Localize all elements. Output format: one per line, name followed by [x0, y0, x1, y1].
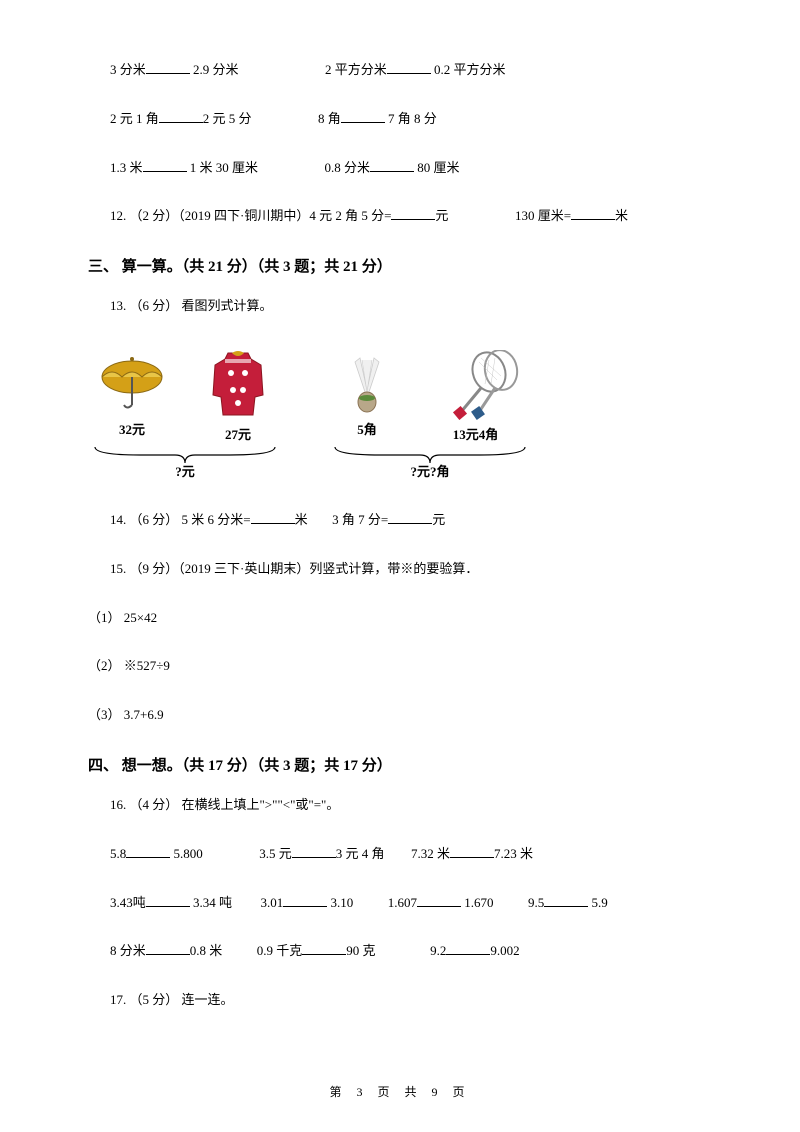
value: 吨 [219, 895, 232, 910]
blank-field[interactable] [450, 844, 494, 858]
value: 0.8 米 [190, 943, 223, 958]
comparison-row-1: 3 分米 2.9 分米 2 平方分米 0.2 平方分米 [110, 60, 712, 81]
q12-suffix1: 元 [435, 208, 448, 223]
page-footer: 第 3 页 共 9 页 [0, 1083, 800, 1100]
value: 0.8 分米 [325, 160, 371, 175]
value: 1.3 米 [110, 160, 143, 175]
blank-field[interactable] [302, 941, 346, 955]
q16-row-3: 8 分米 0.8 米 0.9 千克 90 克 9.2 9.002 [110, 941, 712, 962]
value: 元 [279, 846, 292, 861]
q16-row-2: 3.43吨 3.34 吨 3.01 3.10 1.607 1.670 9.5 5… [110, 893, 712, 914]
value: 7 角 8 分 [388, 111, 437, 126]
value: 2 元 5 分 [203, 111, 252, 126]
value: 0.2 平方分米 [434, 62, 506, 77]
q12-suffix2: 米 [615, 208, 628, 223]
coat-price: 27元 [225, 424, 251, 443]
question-15-1: （1） 25×42 [88, 608, 712, 629]
value: 3 分米 [110, 62, 146, 77]
value: 3.01 [261, 895, 284, 910]
value: 90 克 [346, 943, 375, 958]
badminton-icon [340, 350, 395, 415]
value: 0.9 千克 [257, 943, 303, 958]
bracket-icon [330, 445, 530, 465]
badminton-price: 5角 [357, 419, 377, 438]
q16-row-1: 5.8 5.800 3.5 元 3 元 4 角 7.32 米 7.23 米 [110, 844, 712, 865]
q14-prefix: 14. （6 分） 5 米 6 分米= [110, 512, 251, 527]
blank-field[interactable] [370, 158, 414, 172]
umbrella-icon [97, 345, 167, 415]
value: 9.5 [528, 895, 544, 910]
blank-field[interactable] [387, 60, 431, 74]
value: 3.10 [331, 895, 354, 910]
blank-field[interactable] [391, 206, 435, 220]
value: 2 元 1 角 [110, 111, 159, 126]
umbrella-item: 32元 [97, 345, 167, 443]
question-15-2: （2） ※527÷9 [88, 656, 712, 677]
value: 5.800 [174, 846, 203, 861]
question-16: 16. （4 分） 在横线上填上">""<"或"="。 [110, 795, 712, 816]
q14-mid: 米 [295, 512, 308, 527]
racket-icon [431, 350, 521, 420]
question-15-3: （3） 3.7+6.9 [88, 705, 712, 726]
comparison-row-3: 1.3 米 1 米 30 厘米 0.8 分米 80 厘米 [110, 158, 712, 179]
value: 9.2 [430, 943, 446, 958]
badminton-item: 5角 [340, 350, 395, 443]
value: 80 厘米 [417, 160, 459, 175]
value: 8 角 [318, 111, 341, 126]
blank-field[interactable] [143, 158, 187, 172]
value: 2 平方分米 [325, 62, 387, 77]
q14-part2: 3 角 7 分= [332, 512, 388, 527]
value: 5.9 [592, 895, 608, 910]
umbrella-price: 32元 [119, 419, 145, 438]
blank-field[interactable] [292, 844, 336, 858]
value: 2.9 分米 [193, 62, 239, 77]
value: 3.34 [193, 895, 216, 910]
value: 1.670 [464, 895, 493, 910]
value: 3 元 4 角 [336, 846, 385, 861]
question-14: 14. （6 分） 5 米 6 分米= 米 3 角 7 分= 元 [110, 510, 712, 531]
blank-field[interactable] [126, 844, 170, 858]
q14-suffix: 元 [432, 512, 445, 527]
q12-mid: 130 厘米= [515, 208, 571, 223]
value: 5.8 [110, 846, 126, 861]
comparison-row-2: 2 元 1 角 2 元 5 分 8 角 7 角 8 分 [110, 109, 712, 130]
blank-field[interactable] [571, 206, 615, 220]
section-3-header: 三、 算一算。（共 21 分）（共 3 题；共 21 分） [88, 255, 712, 276]
question-12: 12. （2 分）（2019 四下·铜川期中）4 元 2 角 5 分= 元 130… [110, 206, 712, 227]
value: 3.43吨 [110, 895, 146, 910]
question-13: 13. （6 分） 看图列式计算。 [110, 296, 712, 317]
q12-prefix: 12. （2 分）（2019 四下·铜川期中）4 元 2 角 5 分= [110, 208, 391, 223]
value: 8 分米 [110, 943, 146, 958]
blank-field[interactable] [283, 893, 327, 907]
question-15: 15. （9 分）（2019 三下·英山期末）列竖式计算，带※的要验算． [110, 559, 712, 580]
blank-field[interactable] [146, 893, 190, 907]
blank-field[interactable] [146, 60, 190, 74]
blank-field[interactable] [544, 893, 588, 907]
figure-row: 32元 27元 [80, 345, 712, 480]
value: 3.5 [259, 846, 275, 861]
section-4-header: 四、 想一想。（共 17 分）（共 3 题；共 17 分） [88, 754, 712, 775]
blank-field[interactable] [388, 510, 432, 524]
blank-field[interactable] [446, 941, 490, 955]
blank-field[interactable] [159, 109, 203, 123]
value: 7.23 米 [494, 846, 533, 861]
blank-field[interactable] [146, 941, 190, 955]
blank-field[interactable] [341, 109, 385, 123]
blank-field[interactable] [417, 893, 461, 907]
question-17: 17. （5 分） 连一连。 [110, 990, 712, 1011]
value: 9.002 [490, 943, 519, 958]
coat-icon [203, 345, 273, 420]
value: 7.32 米 [411, 846, 450, 861]
coat-item: 27元 [203, 345, 273, 443]
racket-price: 13元4角 [453, 424, 499, 443]
racket-item: 13元4角 [431, 350, 521, 443]
blank-field[interactable] [251, 510, 295, 524]
bracket-icon [90, 445, 280, 465]
value: 1 米 30 厘米 [190, 160, 258, 175]
value: 1.607 [388, 895, 417, 910]
